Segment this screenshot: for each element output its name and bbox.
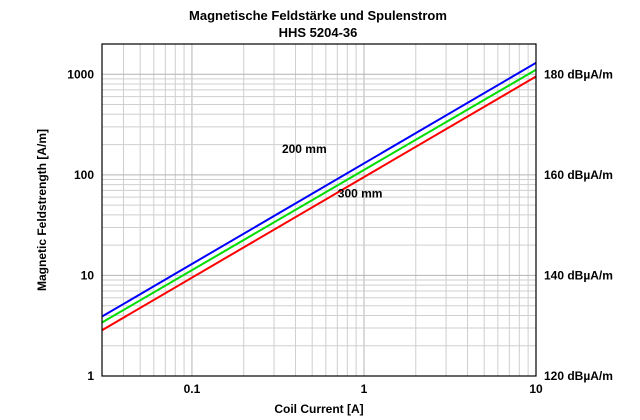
series-line-green (101, 68, 537, 324)
series-line-red (101, 75, 537, 332)
y-axis-label: Magnetic Feldstrength [A/m] (35, 129, 49, 291)
plot-frame (101, 43, 537, 377)
series-line-blue (101, 61, 537, 318)
x-tick-label: 1 (361, 382, 368, 396)
y-tick-label: 1 (87, 369, 94, 383)
x-tick-label: 0.1 (184, 382, 201, 396)
annotation-300mm: 300 mm (338, 187, 383, 201)
chart-subtitle: HHS 5204-36 (279, 25, 358, 40)
y2-tick-label: 160 dBµA/m (544, 168, 613, 182)
y-tick-label: 1000 (67, 67, 94, 81)
chart-title: Magnetische Feldstärke und Spulenstrom (189, 8, 447, 23)
y2-tick-label: 120 dBµA/m (544, 369, 613, 383)
series-group (101, 61, 537, 332)
x-tick-label: 10 (529, 382, 543, 396)
y2-tick-label: 140 dBµA/m (544, 268, 613, 282)
y2-tick-label: 180 dBµA/m (544, 67, 613, 81)
tick-labels: 0.1 1 10 1 10 100 1000 120 dBµA/m 140 dBµA/m 160 … (67, 67, 613, 396)
x-axis-label: Coil Current [A] (274, 402, 363, 416)
grid (101, 43, 537, 377)
annotation-200mm: 200 mm (282, 142, 327, 156)
y-tick-label: 10 (81, 268, 95, 282)
y-tick-label: 100 (74, 168, 94, 182)
